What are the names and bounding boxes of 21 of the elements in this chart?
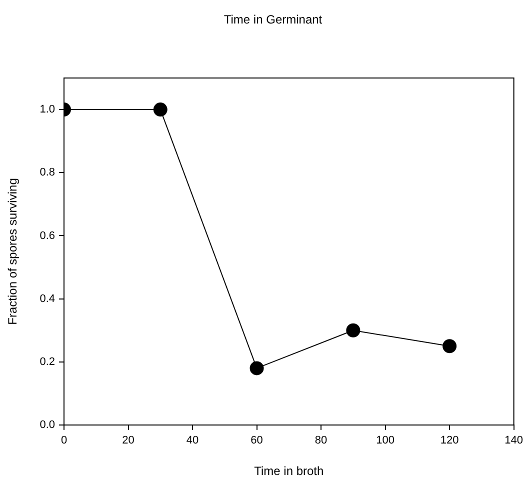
x-tick-label: 60 — [250, 434, 263, 447]
y-tick-label: 0.2 — [40, 356, 55, 368]
y-tick-label: 0.4 — [40, 292, 55, 305]
point — [153, 102, 168, 117]
x-tick-label: 100 — [376, 434, 394, 447]
x-axis-title: Time in broth — [254, 464, 324, 478]
x-tick-label: 40 — [186, 434, 199, 447]
chart-title: Time in Germinant — [224, 12, 323, 26]
x-tick-label: 0 — [60, 434, 68, 447]
point — [442, 339, 457, 354]
y-tick-label: 0.0 — [40, 419, 55, 432]
y-tick-label: 0.6 — [40, 230, 55, 242]
y-axis-title: Fraction of spores surviving — [6, 178, 20, 325]
x-tick-label: 20 — [122, 434, 134, 447]
x-tick-label: 80 — [314, 434, 328, 447]
y-tick-label: 0.8 — [40, 166, 55, 179]
x-tick-label: 140 — [504, 434, 524, 447]
x-tick-label: 120 — [440, 434, 459, 447]
point — [346, 323, 360, 338]
y-tick-label: 1.0 — [40, 104, 55, 116]
point — [250, 361, 264, 376]
